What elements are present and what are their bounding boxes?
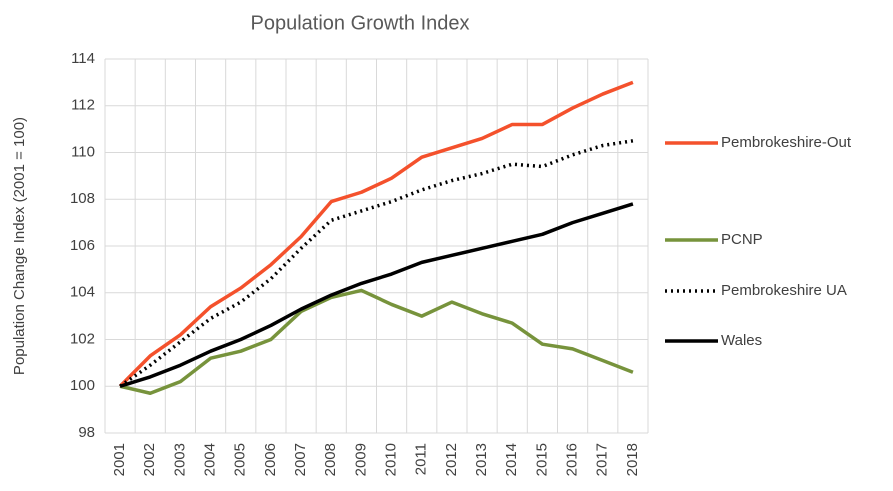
y-tick-label: 102 xyxy=(70,330,95,347)
x-tick-label: 2010 xyxy=(383,443,400,476)
x-tick-label: 2008 xyxy=(322,443,339,476)
series-line xyxy=(118,80,634,388)
y-tick-label: 100 xyxy=(70,377,95,394)
chart-title: Population Growth Index xyxy=(250,12,469,34)
legend-label: PCNP xyxy=(721,231,763,248)
x-tick-label: 2011 xyxy=(413,443,430,475)
x-tick-label: 2007 xyxy=(292,443,309,476)
legend-label: Pembrokeshire-Out xyxy=(721,134,852,151)
series-line xyxy=(119,202,634,388)
y-tick-label: 104 xyxy=(70,284,95,301)
y-tick-label: 108 xyxy=(70,190,95,207)
x-tick-label: 2014 xyxy=(503,443,520,476)
series-line xyxy=(119,288,634,396)
legend-label: Pembrokeshire UA xyxy=(721,282,847,299)
x-tick-label: 2015 xyxy=(533,443,550,476)
x-tick-label: 2003 xyxy=(171,443,188,476)
y-tick-label: 114 xyxy=(71,50,95,67)
x-tick-label: 2017 xyxy=(594,443,611,476)
x-tick-label: 2006 xyxy=(262,443,279,476)
y-tick-label: 112 xyxy=(71,97,95,114)
y-tick-label: 106 xyxy=(70,237,95,254)
x-tick-label: 2001 xyxy=(111,443,128,476)
y-axis-label: Population Change Index (2001 = 100) xyxy=(11,117,28,375)
x-tick-label: 2009 xyxy=(352,443,369,476)
x-tick-label: 2002 xyxy=(141,443,158,476)
legend-label: Wales xyxy=(721,332,762,349)
y-tick-label: 110 xyxy=(71,143,95,160)
x-tick-label: 2016 xyxy=(564,443,581,476)
x-tick-label: 2013 xyxy=(473,443,490,476)
y-tick-label: 98 xyxy=(78,424,95,441)
x-tick-label: 2004 xyxy=(202,443,219,476)
x-tick-label: 2005 xyxy=(232,443,249,476)
x-tick-label: 2018 xyxy=(624,443,641,476)
x-tick-label: 2012 xyxy=(443,443,460,476)
